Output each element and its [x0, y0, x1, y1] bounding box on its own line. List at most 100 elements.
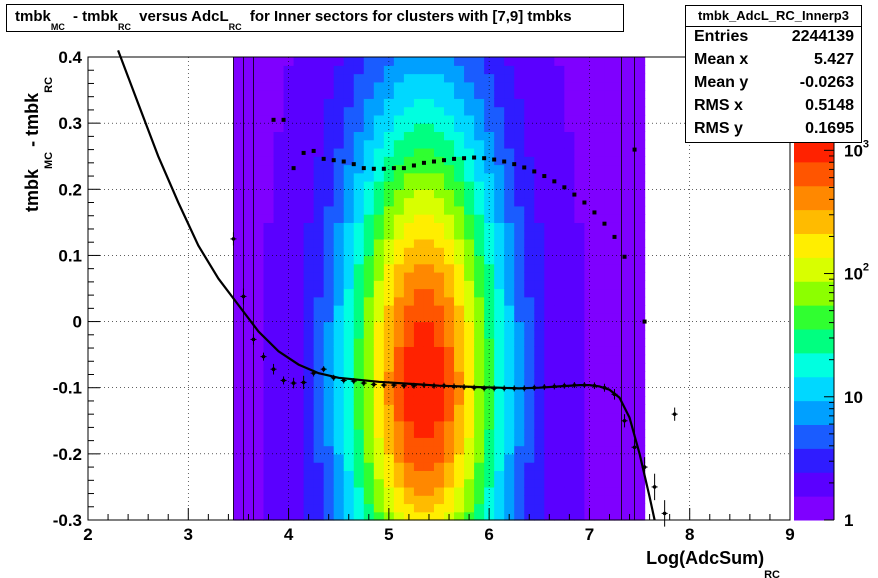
heatmap-cell [574, 387, 586, 397]
heatmap-cell [614, 387, 626, 397]
mean-point [662, 511, 667, 516]
heatmap-cell [534, 412, 545, 422]
heatmap-cell [363, 147, 375, 157]
heatmap-cell [474, 313, 485, 323]
heatmap-cell [604, 445, 616, 455]
heatmap-cell [373, 106, 385, 116]
heatmap-cell [403, 73, 415, 83]
heatmap-cell [233, 462, 245, 471]
heatmap-cell [313, 255, 325, 265]
heatmap-cell [574, 263, 586, 273]
rms-point [401, 166, 406, 171]
heatmap-cell [313, 371, 325, 381]
heatmap-cell [293, 222, 305, 232]
heatmap-cell [343, 131, 355, 141]
heatmap-cell [544, 164, 555, 174]
heatmap-cell [393, 495, 405, 505]
heatmap-cell [464, 445, 475, 455]
heatmap-cell [263, 288, 275, 298]
heatmap-cell [494, 437, 505, 447]
heatmap-cell [484, 205, 495, 215]
heatmap-cell [393, 181, 405, 190]
heatmap-cell [584, 395, 596, 405]
heatmap-cell [514, 486, 525, 496]
heatmap-cell [293, 205, 305, 215]
heatmap-cell [303, 354, 315, 364]
heatmap-cell [363, 313, 375, 323]
heatmap-cell [554, 412, 565, 422]
heatmap-cell [433, 65, 445, 75]
heatmap-cell [484, 470, 495, 480]
heatmap-cell [554, 205, 565, 215]
heatmap-cell [283, 263, 295, 273]
heatmap-cell [564, 305, 575, 314]
heatmap-cell [283, 164, 295, 174]
heatmap-cell [363, 172, 375, 182]
heatmap-cell [313, 354, 325, 364]
heatmap-cell [273, 486, 285, 496]
heatmap-cell [273, 371, 285, 381]
heatmap-cell [484, 280, 495, 290]
heatmap-cell [393, 222, 405, 232]
heatmap-cell [413, 98, 425, 108]
heatmap-cell [283, 503, 295, 513]
heatmap-cell [393, 238, 405, 248]
heatmap-cell [634, 197, 646, 207]
heatmap-cell [373, 90, 385, 99]
y-axis-label-mid: - tmbk [22, 92, 42, 152]
heatmap-cell [524, 478, 535, 488]
heatmap-cell [353, 420, 365, 430]
chart-title-text: tmbkMC - tmbkRC versus AdcLRC for Inner … [15, 8, 572, 32]
heatmap-cell [634, 478, 646, 488]
heatmap-cell [423, 503, 435, 513]
heatmap-cell [303, 123, 315, 133]
heatmap-cell [504, 453, 515, 463]
heatmap-cell [554, 197, 565, 207]
heatmap-cell [403, 354, 415, 364]
heatmap-cell [444, 445, 455, 455]
rms-point [371, 166, 376, 171]
heatmap-cell [564, 247, 575, 257]
heatmap-cell [634, 57, 646, 66]
title-part-1: tmbk [15, 8, 51, 25]
heatmap-cell [433, 429, 445, 438]
heatmap-cell [514, 189, 525, 199]
heatmap-cell [263, 395, 275, 405]
heatmap-cell [343, 338, 355, 347]
heatmap-cell [594, 139, 606, 149]
heatmap-cell [293, 362, 305, 372]
heatmap-cell [333, 280, 345, 290]
heatmap-cell [594, 379, 606, 389]
heatmap-cell [233, 131, 245, 141]
heatmap-cell [454, 280, 465, 290]
heatmap-cell [283, 420, 295, 430]
heatmap-cell [464, 338, 475, 347]
heatmap-cell [564, 156, 575, 166]
mean-point [632, 445, 637, 450]
heatmap-cell [353, 57, 365, 66]
heatmap-cell [494, 65, 505, 75]
heatmap-cell [524, 238, 535, 248]
heatmap-cell [333, 230, 345, 240]
heatmap-cell [514, 338, 525, 347]
heatmap-cell [514, 172, 525, 182]
heatmap-cell [363, 81, 375, 91]
heatmap-cell [454, 73, 465, 83]
heatmap-cell [534, 181, 545, 190]
heatmap-cell [333, 478, 345, 488]
heatmap-cell [313, 131, 325, 141]
heatmap-cell [293, 462, 305, 471]
heatmap-cell [484, 371, 495, 381]
heatmap-cell [454, 106, 465, 116]
heatmap-cell [514, 263, 525, 273]
heatmap-cell [484, 495, 495, 505]
heatmap-cell [534, 214, 545, 223]
heatmap-cell [393, 205, 405, 215]
heatmap-cell [554, 255, 565, 265]
heatmap-cell [464, 395, 475, 405]
heatmap-cell [253, 90, 265, 99]
heatmap-cell [233, 214, 245, 223]
heatmap-cell [554, 313, 565, 323]
heatmap-cell [594, 420, 606, 430]
heatmap-cell [444, 114, 455, 124]
